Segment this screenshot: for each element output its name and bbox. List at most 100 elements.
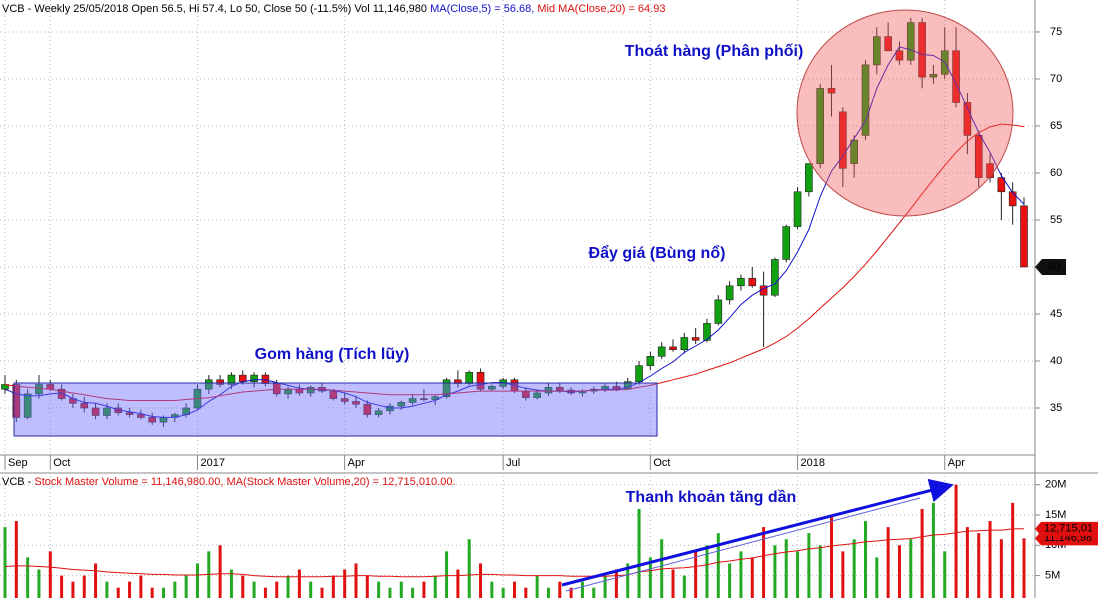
candle-body: [227, 374, 236, 385]
candle-body: [103, 407, 111, 416]
candle-body: [873, 36, 881, 66]
x-tick-label: Oct: [53, 457, 70, 469]
volume-bar: [297, 569, 301, 598]
volume-bar: [977, 533, 981, 598]
volume-header: VCB - Stock Master Volume = 11,146,980.0…: [2, 476, 456, 488]
value-label-box: [1035, 521, 1098, 536]
candle-body: [1, 384, 9, 390]
candle-body: [442, 379, 451, 398]
candle-body: [148, 417, 156, 423]
candle-body: [137, 414, 145, 418]
volume-bar: [139, 575, 143, 598]
header: VCB - Weekly 25/05/2018 Open 56.5, Hi 57…: [2, 3, 665, 15]
volume-bar: [614, 569, 618, 598]
y-tick-label: 5M: [1045, 569, 1060, 581]
legend-volume-ma: MA(Stock Master Volume,20) = 12,715,010.…: [227, 476, 456, 488]
volume-bar: [1022, 538, 1026, 598]
volume-bar: [716, 533, 720, 598]
volume-bar: [173, 581, 177, 598]
candle-body: [397, 402, 406, 407]
y-tick-label: 65: [1050, 120, 1062, 132]
candle-body: [986, 163, 994, 178]
annotation: Đẩy giá (Bùng nổ): [589, 244, 726, 262]
volume-bar: [71, 581, 75, 598]
x-tick-label: Jul: [506, 457, 520, 469]
volume-bar: [60, 575, 64, 598]
y-tick-label: 70: [1050, 73, 1062, 85]
volume-bar: [818, 545, 822, 598]
volume-bar: [807, 533, 811, 598]
candle-body: [544, 387, 553, 394]
y-tick-label: 35: [1050, 402, 1062, 414]
volume-bar: [331, 575, 335, 598]
volume-bar: [513, 581, 516, 598]
volume-bar: [931, 502, 935, 598]
volume-bar: [365, 575, 369, 598]
annotation: Gom hàng (Tích lũy): [255, 346, 410, 363]
x-tick-label: Sep: [8, 457, 28, 469]
candle-body: [646, 355, 655, 366]
volume-bar: [728, 563, 732, 598]
candle-body: [680, 337, 689, 351]
volume-bar: [218, 545, 222, 598]
candle-body: [363, 403, 372, 415]
volume-bar: [467, 539, 471, 598]
volume-bar: [422, 581, 426, 598]
annotation: Thanh khoản tăng dần: [626, 489, 797, 506]
candle-body: [793, 191, 802, 227]
volume-bar: [739, 551, 743, 598]
volume-bar: [943, 551, 947, 598]
volume-bar: [433, 575, 437, 598]
volume-bar: [275, 581, 279, 598]
volume-bar: [773, 545, 777, 598]
candle-body: [782, 226, 791, 260]
x-tick-label: Apr: [348, 457, 365, 469]
candle-body: [850, 139, 858, 164]
candle-body: [454, 379, 462, 384]
ma-line: [4, 123, 1025, 401]
volume-bar: [94, 563, 98, 598]
volume-bar: [637, 508, 641, 598]
price-panel: [0, 0, 1035, 455]
candle-body: [805, 163, 813, 193]
volume-bar: [682, 575, 686, 598]
candle-body: [35, 384, 43, 395]
volume-bar: [999, 539, 1003, 598]
candle-body: [23, 393, 32, 418]
candle-body: [963, 102, 972, 136]
last-price-pointer: [1035, 258, 1066, 275]
candle-body: [691, 337, 700, 341]
y-tick-label: 60: [1050, 167, 1062, 179]
volume-bar: [128, 581, 132, 598]
y-tick-label: 40: [1050, 355, 1062, 367]
candle-body: [465, 371, 474, 384]
volume-bar: [309, 581, 313, 598]
volume-bar: [26, 557, 30, 598]
candle-body: [91, 407, 100, 416]
candle-body: [703, 323, 711, 341]
distribution-circle: [796, 9, 1014, 217]
candle-body: [657, 346, 666, 357]
volume-bar: [569, 587, 573, 598]
candle-body: [725, 285, 734, 301]
volume-bar: [184, 575, 188, 598]
candle-body: [918, 22, 926, 78]
candle-body: [205, 379, 213, 390]
volume-bar: [546, 587, 550, 598]
volume-bar: [671, 569, 675, 598]
legend-volume: Stock Master Volume = 11,146,980.00,: [34, 476, 223, 488]
x-tick-label: 2017: [200, 457, 224, 469]
last-price-label: 50: [1048, 261, 1060, 273]
candle-body: [748, 277, 757, 287]
y-tick-label: 45: [1050, 308, 1062, 320]
candle-body: [57, 388, 66, 399]
volume-bar: [105, 581, 109, 598]
volume-bar: [897, 545, 901, 598]
volume-bar: [263, 587, 267, 598]
trend-arrow: [561, 478, 954, 587]
volume-bar: [162, 587, 166, 598]
candle-body: [533, 392, 541, 398]
volume-bar: [286, 575, 290, 598]
volume-ma-line: [4, 528, 1025, 578]
